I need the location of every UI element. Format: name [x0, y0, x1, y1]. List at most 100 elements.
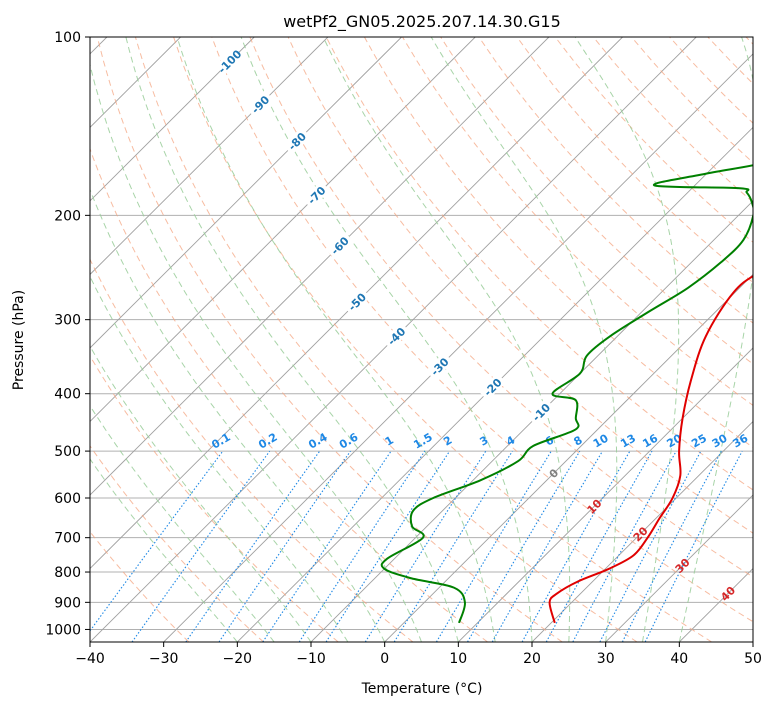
isotherm-label-box [425, 352, 454, 381]
y-tick-label: 900 [54, 595, 81, 611]
dry-adiabat-line [516, 37, 753, 284]
mixing-ratio-label: 0.4 [306, 430, 330, 451]
mixing-ratio-line [185, 450, 321, 642]
y-tick-label: 800 [54, 565, 81, 581]
isotherm-line [531, 420, 753, 642]
mixing-ratio-line [644, 450, 743, 642]
plot-frame [89, 36, 754, 643]
moist-adiabat-line [90, 275, 349, 642]
isotherm-label-box [215, 47, 244, 75]
mixing-ratio-line [521, 450, 631, 642]
moist-adiabat-line [322, 37, 571, 642]
zero-isotherm-label: 0 [547, 466, 562, 481]
isotherm-line [679, 567, 753, 642]
y-tick-label: 200 [54, 208, 81, 224]
x-tick-label: 10 [449, 651, 467, 667]
positive-isotherm-label: 10 [585, 497, 605, 517]
x-tick-label: −10 [296, 651, 326, 667]
y-tick-label: 300 [54, 313, 81, 329]
positive-isotherm-label: 30 [673, 556, 693, 576]
mixing-ratio-label: 1 [383, 434, 396, 449]
dry-adiabat-line [90, 147, 488, 642]
mixing-ratio-line [218, 450, 351, 642]
x-tick-label: −40 [75, 651, 105, 667]
x-tick-label: −30 [149, 651, 179, 667]
mixing-ratio-line [545, 450, 653, 642]
mixing-ratio-label: 36 [731, 431, 751, 450]
dry-adiabat-line [90, 355, 339, 642]
moist-adiabat-line [90, 345, 312, 642]
isotherm-line [90, 37, 550, 496]
dry-adiabat-line [90, 445, 264, 642]
temperature-profile-line [548, 274, 753, 624]
dry-adiabat-line [478, 37, 753, 324]
isotherm-line [90, 37, 329, 276]
mixing-ratio-line [467, 450, 581, 642]
mixing-ratio-line [435, 450, 552, 642]
x-tick-label: 20 [523, 651, 541, 667]
x-tick-label: 0 [380, 651, 389, 667]
isotherm-label-box [302, 181, 331, 209]
dry-adiabat-line [90, 530, 190, 642]
mixing-ratio-line [262, 450, 392, 642]
mixing-ratio-line [298, 450, 426, 642]
moist-adiabat-line [574, 37, 680, 642]
isotherm-label-box [282, 127, 311, 155]
isotherm-line [90, 37, 623, 570]
mixing-ratio-line [90, 450, 224, 632]
mixing-ratio-label: 0.1 [209, 431, 232, 452]
moist-adiabat-line [678, 37, 753, 642]
isotherm-line [458, 347, 753, 642]
mixing-ratio-label: 0.2 [256, 431, 279, 452]
mixing-ratio-label: 20 [665, 431, 685, 450]
isotherm-line [90, 37, 402, 349]
dry-adiabat-line [287, 37, 753, 534]
mixing-ratio-label: 25 [689, 432, 709, 451]
dry-adiabat-line [211, 37, 753, 623]
mixing-ratio-line [325, 450, 451, 642]
moist-adiabat-line [90, 62, 422, 642]
moist-adiabat-line [90, 458, 238, 642]
dry-adiabat-line [173, 37, 712, 642]
isotherm-line [90, 37, 476, 423]
dry-adiabat-line [96, 37, 563, 642]
dry-adiabat-line [707, 37, 753, 85]
moist-adiabat-line [240, 37, 533, 642]
isotherm-line [605, 494, 753, 642]
dry-adiabat-line [325, 37, 753, 491]
isotherm-label-box [478, 373, 507, 401]
isotherm-line [237, 126, 753, 642]
y-tick-label: 500 [54, 444, 81, 460]
y-tick-label: 400 [54, 387, 81, 403]
x-tick-label: 40 [670, 651, 688, 667]
x-axis-label: Temperature (°C) [361, 681, 483, 697]
mixing-ratio-label: 4 [504, 433, 517, 448]
isotherm-line [752, 641, 753, 642]
mixing-ratio-label: 13 [618, 432, 638, 451]
y-tick-label: 1000 [45, 622, 81, 638]
isotherm-label-box [246, 90, 274, 118]
isotherm-line [384, 273, 753, 642]
chart-title: wetPf2_GN05.2025.207.14.30.G15 [283, 12, 561, 32]
x-tick-label: 30 [597, 651, 615, 667]
dry-adiabat-line [745, 37, 753, 45]
dry-adiabat-line [249, 37, 753, 578]
mixing-ratio-line [393, 450, 513, 642]
isotherm-label: -100 [216, 47, 245, 76]
dry-adiabat-line [134, 37, 638, 642]
moist-adiabat-line [125, 37, 459, 642]
y-tick-label: 600 [54, 491, 81, 507]
mixing-ratio-label: 8 [571, 434, 584, 449]
isotherm-line [163, 53, 753, 642]
dry-adiabat-line [554, 37, 753, 243]
isotherm-label-box [342, 287, 371, 316]
y-axis-label: Pressure (hPa) [11, 290, 27, 390]
mixing-ratio-line [599, 450, 702, 642]
mixing-ratio-line [572, 450, 677, 642]
dewpoint-profile-line [380, 164, 753, 624]
mixing-ratio-label: 2 [441, 434, 454, 449]
isotherm-label-box [527, 398, 555, 426]
dry-adiabat-line [90, 258, 414, 642]
x-tick-label: −20 [223, 651, 253, 667]
moist-adiabat-line [430, 37, 618, 642]
